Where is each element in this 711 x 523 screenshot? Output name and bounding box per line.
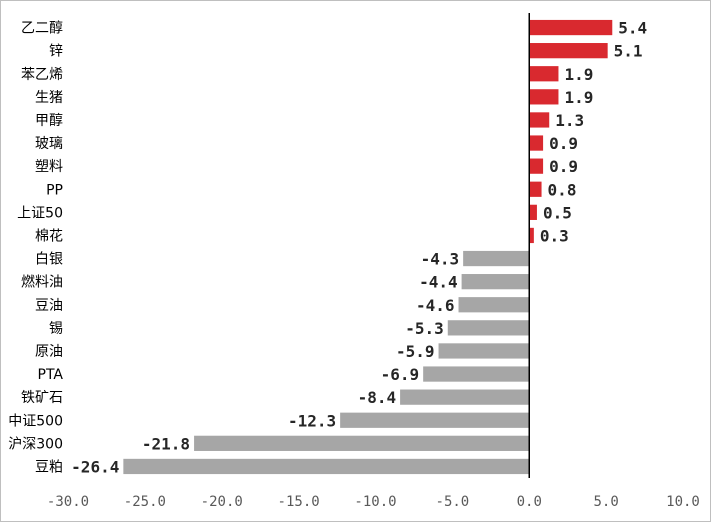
value-label: -8.4 bbox=[358, 388, 397, 407]
value-label: 0.8 bbox=[548, 180, 577, 199]
bar-18 bbox=[340, 412, 530, 428]
value-label: -26.4 bbox=[71, 457, 119, 476]
bar-8 bbox=[529, 181, 542, 197]
value-label: 1.3 bbox=[555, 111, 584, 130]
bar-5 bbox=[529, 112, 550, 128]
bar-7 bbox=[529, 158, 544, 174]
value-label: -21.8 bbox=[142, 434, 190, 453]
bar-6 bbox=[529, 135, 544, 151]
x-tick-label: -5.0 bbox=[436, 494, 470, 510]
bar-10 bbox=[529, 227, 534, 244]
labels-layer: 乙二醇 5.4 锌 5.1 苯乙烯 1.9 生猪 1.9 甲醇 1.3 玻璃 0.9 塑料 0.9 PP 0.… bbox=[8, 19, 647, 477]
x-tick-label: 0.0 bbox=[517, 494, 542, 510]
bar-19 bbox=[194, 435, 530, 451]
bar-11 bbox=[463, 250, 530, 267]
category-label: 豆油 bbox=[35, 298, 63, 314]
bar-3 bbox=[529, 66, 559, 82]
bar-2 bbox=[529, 43, 608, 59]
bar-14 bbox=[447, 320, 530, 336]
value-label: 0.3 bbox=[540, 226, 569, 245]
category-label: 乙二醇 bbox=[21, 20, 63, 37]
value-label: -5.3 bbox=[405, 319, 444, 338]
value-label: 0.9 bbox=[549, 157, 578, 176]
category-label: PP bbox=[46, 182, 63, 198]
bar-12 bbox=[461, 274, 530, 290]
value-label: 5.4 bbox=[618, 19, 647, 38]
axis-layer: -30.0 -25.0 -20.0 -15.0 -10.0 -5.0 0.0 5.0 10.0 bbox=[47, 13, 700, 510]
value-label: 5.1 bbox=[614, 42, 643, 61]
bar-13 bbox=[458, 297, 530, 313]
category-label: 塑料 bbox=[35, 159, 63, 175]
bar-9 bbox=[529, 204, 537, 220]
category-label: 燃料油 bbox=[21, 274, 63, 291]
bars-layer bbox=[123, 19, 613, 475]
category-label: 苯乙烯 bbox=[21, 66, 63, 83]
category-label: 上证50 bbox=[17, 205, 63, 221]
value-label: 0.5 bbox=[543, 203, 572, 222]
x-tick-label: 5.0 bbox=[593, 494, 618, 510]
x-tick-label: -15.0 bbox=[278, 494, 320, 510]
bar-17 bbox=[400, 389, 530, 405]
bar-15 bbox=[438, 343, 530, 359]
value-label: -4.3 bbox=[421, 250, 460, 269]
x-tick-label: -25.0 bbox=[124, 494, 166, 510]
value-label: -6.9 bbox=[381, 365, 420, 384]
bar-1 bbox=[529, 19, 613, 36]
category-label: 原油 bbox=[35, 344, 63, 360]
value-label: 0.9 bbox=[549, 134, 578, 153]
category-label: 白银 bbox=[35, 252, 63, 268]
x-tick-label: -20.0 bbox=[201, 494, 243, 510]
value-label: 1.9 bbox=[564, 65, 593, 84]
value-label: -12.3 bbox=[288, 411, 336, 430]
bar-20 bbox=[123, 458, 530, 475]
category-label: 锡 bbox=[49, 321, 63, 337]
category-label: 棉花 bbox=[35, 227, 63, 244]
category-label: 锌 bbox=[49, 44, 63, 60]
value-label: -5.9 bbox=[396, 342, 435, 361]
value-label: -4.4 bbox=[419, 273, 458, 292]
category-label: 豆粕 bbox=[35, 459, 63, 475]
category-label: 玻璃 bbox=[35, 135, 63, 152]
category-label: PTA bbox=[38, 367, 64, 383]
category-label: 铁矿石 bbox=[21, 390, 63, 406]
category-label: 中证500 bbox=[8, 413, 63, 429]
x-tick-label: 10.0 bbox=[666, 494, 700, 510]
category-label: 甲醇 bbox=[35, 112, 63, 129]
x-tick-label: -30.0 bbox=[47, 494, 89, 510]
bar-16 bbox=[423, 366, 530, 382]
category-label: 生猪 bbox=[35, 90, 63, 106]
value-label: -4.6 bbox=[416, 296, 455, 315]
x-tick-label: -10.0 bbox=[354, 494, 396, 510]
category-label: 沪深300 bbox=[8, 436, 63, 452]
value-label: 1.9 bbox=[564, 88, 593, 107]
bar-4 bbox=[529, 89, 559, 105]
